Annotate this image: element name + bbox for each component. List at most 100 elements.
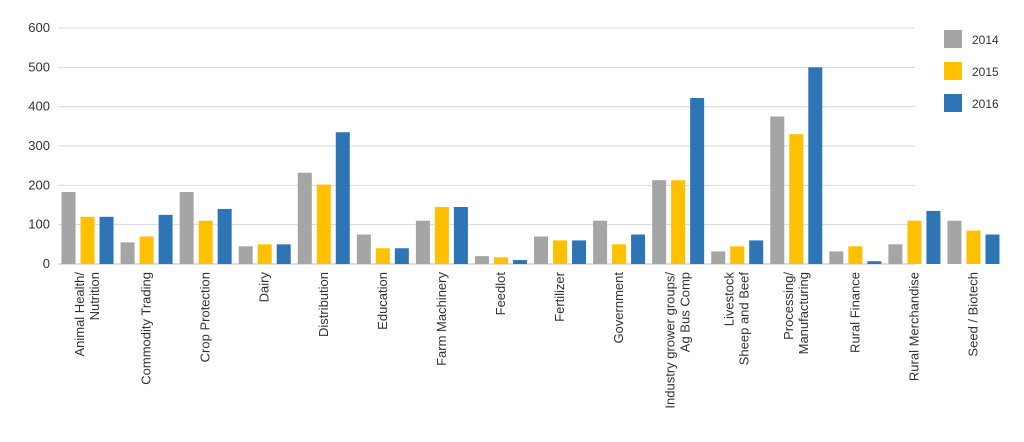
bar-2015	[789, 134, 804, 264]
category-label: Rural Finance	[847, 272, 862, 353]
bar-2015	[907, 220, 922, 264]
x-tick-label: Fertilizer	[552, 271, 567, 322]
bar-2016	[690, 98, 705, 264]
category-label: Crop Protection	[198, 272, 213, 362]
category-label: Fertilizer	[552, 271, 567, 322]
category-label: Industry grower groups/Ag Bus Comp	[663, 272, 693, 409]
legend-swatch-2014	[944, 30, 962, 48]
y-tick-label: 300	[28, 138, 50, 153]
x-tick-label: Manufacturing	[796, 272, 811, 354]
x-axis: Animal Health/Nutrition Commodity Trading…	[72, 271, 980, 408]
bar-2015	[375, 248, 390, 264]
bar-2015	[434, 206, 449, 264]
bar-2015	[671, 180, 686, 264]
bar-2015	[139, 236, 154, 264]
bar-2014	[711, 251, 726, 264]
x-tick-label: Animal Health/	[72, 272, 87, 357]
category-label: Feedlot	[493, 272, 508, 316]
x-tick-label: Dairy	[257, 272, 272, 303]
bars	[61, 67, 1000, 264]
x-tick-label: Industry grower groups/	[663, 272, 678, 409]
bar-2016	[572, 240, 587, 264]
bar-2015	[493, 257, 508, 264]
y-tick-label: 600	[28, 20, 50, 35]
bar-2014	[415, 220, 430, 264]
legend: 2014 2015 2016	[944, 30, 999, 112]
category-label: Farm Machinery	[434, 272, 449, 366]
bar-2016	[217, 208, 232, 264]
bar-2014	[120, 242, 135, 264]
bar-2014	[829, 251, 844, 264]
x-tick-label: Seed / Biotech	[965, 272, 980, 357]
category-label: Education	[375, 272, 390, 330]
bar-2016	[985, 234, 1000, 264]
y-tick-label: 400	[28, 99, 50, 114]
bar-2014	[238, 246, 253, 264]
y-tick-label: 200	[28, 177, 50, 192]
x-tick-label: Sheep and Beef	[737, 272, 752, 366]
bar-2016	[335, 132, 350, 264]
legend-swatch-2016	[944, 94, 962, 112]
bar-2015	[730, 246, 745, 264]
category-label: Government	[611, 272, 626, 344]
category-label: Rural Merchandise	[906, 272, 921, 381]
category-label: Seed / Biotech	[965, 272, 980, 357]
bar-2016	[926, 210, 941, 264]
x-tick-label: Livestock	[722, 272, 737, 327]
bar-2014	[179, 192, 194, 264]
bar-2015	[553, 240, 568, 264]
bar-2016	[99, 216, 114, 264]
bar-2014	[474, 256, 489, 264]
legend-label: 2015	[972, 65, 999, 79]
bar-2015	[612, 244, 627, 264]
x-tick-label: Commodity Trading	[139, 272, 154, 385]
bar-2014	[593, 220, 608, 264]
bar-2016	[631, 234, 646, 264]
category-label: Livestock Sheep and Beef	[722, 272, 752, 366]
bar-2016	[453, 206, 468, 264]
legend-label: 2014	[972, 33, 999, 47]
x-tick-label: Distribution	[316, 272, 331, 337]
y-tick-label: 100	[28, 217, 50, 232]
bar-2014	[534, 236, 549, 264]
category-label: Commodity Trading	[139, 272, 154, 385]
bar-2014	[947, 220, 962, 264]
bar-2014	[61, 192, 76, 264]
bar-2016	[749, 240, 764, 264]
bar-2016	[276, 244, 291, 264]
bar-2014	[297, 172, 312, 264]
bar-2015	[257, 244, 272, 264]
x-tick-label: Government	[611, 272, 626, 344]
bar-2016	[394, 248, 409, 264]
x-tick-label: Rural Finance	[847, 272, 862, 353]
bar-2016	[158, 214, 173, 264]
category-label: Dairy	[257, 272, 272, 303]
category-label: Processing/Manufacturing	[781, 272, 811, 355]
y-tick-label: 500	[28, 59, 50, 74]
x-tick-label: Crop Protection	[198, 272, 213, 362]
x-tick-label: Feedlot	[493, 272, 508, 316]
x-tick-label: Nutrition	[87, 272, 102, 320]
bar-2015	[848, 246, 863, 264]
bar-2014	[356, 234, 371, 264]
x-tick-label: Processing/	[781, 272, 796, 340]
y-axis: 0 100 200 300 400 500 600	[28, 20, 50, 271]
y-tick-label: 0	[43, 256, 50, 271]
x-tick-label: Ag Bus Comp	[678, 272, 693, 352]
legend-label: 2016	[972, 97, 999, 111]
category-label: Animal Health/Nutrition	[72, 272, 102, 357]
bar-2015	[80, 216, 95, 264]
bar-2014	[770, 116, 785, 264]
bar-2016	[867, 261, 882, 264]
bar-2016	[808, 67, 823, 264]
bar-2015	[198, 220, 213, 264]
legend-swatch-2015	[944, 62, 962, 80]
x-tick-label: Farm Machinery	[434, 272, 449, 366]
x-tick-label: Education	[375, 272, 390, 330]
bar-2016	[512, 260, 527, 264]
bar-2014	[652, 180, 667, 264]
bar-2014	[888, 244, 903, 264]
category-label: Distribution	[316, 272, 331, 337]
